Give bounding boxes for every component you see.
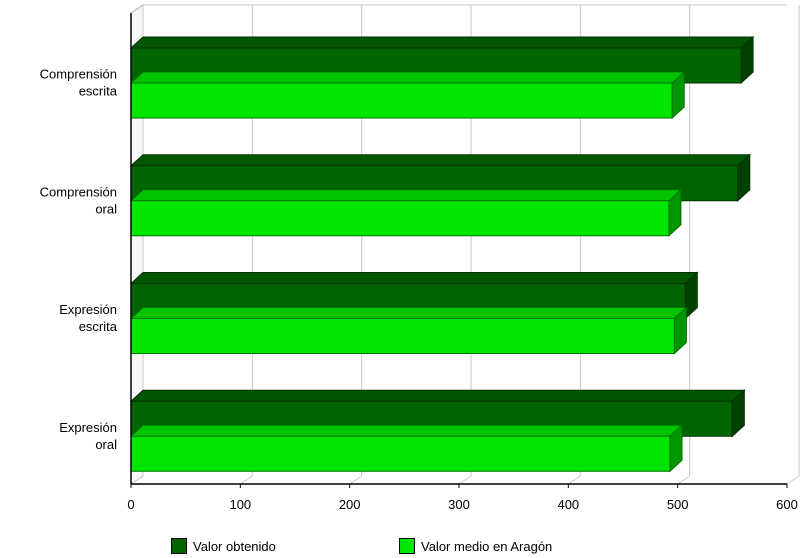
category-label: oral <box>95 201 117 216</box>
legend-label-valor-obtenido: Valor obtenido <box>193 538 276 554</box>
gridline-floor <box>677 475 690 485</box>
bar-top-face <box>129 71 686 84</box>
bar-end-face <box>669 424 683 473</box>
x-tick-label: 400 <box>557 497 579 512</box>
category-label: Comprensión <box>40 184 117 199</box>
bar-end-face <box>673 306 687 355</box>
gridline-floor <box>130 475 144 485</box>
gridline-floor <box>349 475 362 485</box>
category-label: Comprensión <box>40 67 117 82</box>
gridline-floor <box>786 475 800 485</box>
legend-item-valor-obtenido: Valor obtenido <box>171 538 399 554</box>
bar <box>130 82 673 119</box>
x-tick-label: 0 <box>127 497 134 512</box>
bar-top-face <box>129 272 699 284</box>
bar-top-face <box>129 154 752 167</box>
legend-swatch-valor-obtenido <box>171 538 187 554</box>
bar-end-face <box>684 271 698 320</box>
bar-top-face <box>129 189 683 202</box>
category-label: Expresión <box>59 302 117 317</box>
bar <box>130 435 671 472</box>
gridline-floor <box>568 475 581 485</box>
bar-end-face <box>731 389 745 438</box>
bar-top-face <box>129 307 688 319</box>
gridline-floor <box>458 475 472 485</box>
bar-top-face <box>129 424 684 437</box>
bar-end-face <box>740 35 754 85</box>
category-label: oral <box>95 437 117 452</box>
legend-swatch-valor-medio <box>399 538 415 554</box>
x-tick-label: 100 <box>229 497 251 512</box>
category-label: escrita <box>79 319 118 334</box>
bar-end-face <box>668 188 682 237</box>
legend-item-valor-medio: Valor medio en Aragón <box>399 538 627 554</box>
x-tick-label: 500 <box>667 497 689 512</box>
bar-end-face <box>671 70 685 120</box>
bar-end-face <box>737 153 751 202</box>
category-label: Expresión <box>59 420 117 435</box>
category-label: escrita <box>79 84 118 99</box>
x-tick-label: 200 <box>339 497 361 512</box>
x-tick-label: 300 <box>448 497 470 512</box>
bar-top-face <box>129 36 755 49</box>
gridline-floor <box>240 475 253 485</box>
chart-legend: Valor obtenido Valor medio en Aragón <box>171 538 627 554</box>
legend-label-valor-medio: Valor medio en Aragón <box>421 538 553 554</box>
bar-top-face <box>129 389 746 402</box>
bar <box>130 318 675 354</box>
x-tick-label: 600 <box>776 497 798 512</box>
bar <box>130 200 670 237</box>
